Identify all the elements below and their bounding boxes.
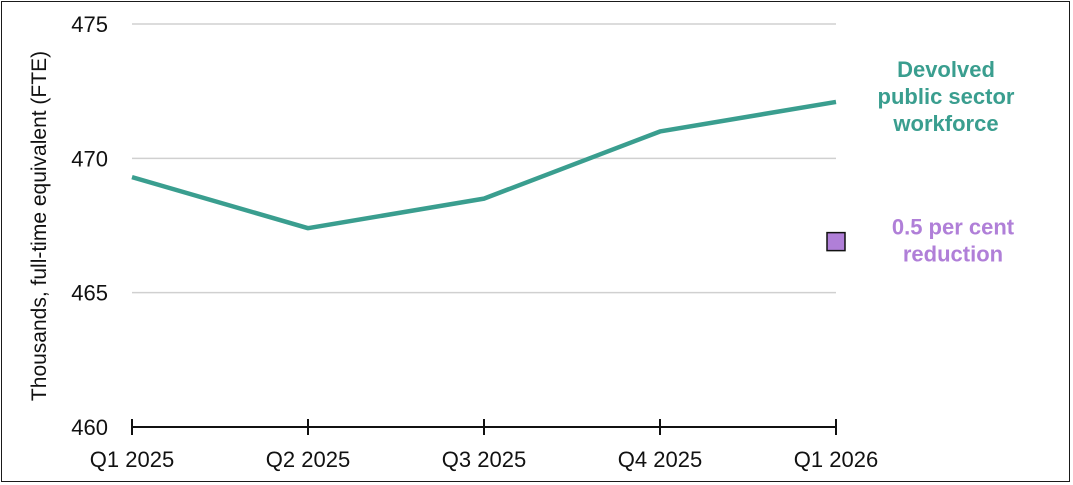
series-label-line-2: workforce <box>892 111 998 136</box>
y-tick-label-470: 470 <box>71 146 108 171</box>
y-tick-labels: 460 465 470 475 <box>71 12 108 440</box>
y-tick-label-475: 475 <box>71 12 108 37</box>
x-tick-label-2: Q3 2025 <box>442 447 526 472</box>
reduction-marker <box>826 231 846 252</box>
y-tick-label-465: 465 <box>71 281 108 306</box>
reduction-label-line-0: 0.5 per cent <box>892 215 1015 240</box>
series-label-0: Devolved public sector workforce <box>878 57 1015 136</box>
y-tick-label-460: 460 <box>71 415 108 440</box>
x-axis: Q1 2025 Q2 2025 Q3 2025 Q4 2025 Q1 2026 <box>90 419 878 472</box>
reduction-label-line-1: reduction <box>903 242 1003 267</box>
series-line-0 <box>131 99 837 231</box>
series-layer: Devolved public sector workforce <box>131 57 1015 231</box>
annotation-layer: 0.5 per cent reduction <box>826 215 1015 267</box>
x-tick-label-3: Q4 2025 <box>618 447 702 472</box>
series-label-line-1: public sector <box>878 84 1015 109</box>
x-tick-label-1: Q2 2025 <box>266 447 350 472</box>
series-label-line-0: Devolved <box>897 57 995 82</box>
y-axis-title: Thousands, full-time equivalent (FTE) <box>28 51 51 401</box>
gridlines <box>132 23 836 294</box>
x-tick-label-0: Q1 2025 <box>90 447 174 472</box>
reduction-label: 0.5 per cent reduction <box>892 215 1015 267</box>
x-tick-label-4: Q1 2026 <box>794 447 878 472</box>
